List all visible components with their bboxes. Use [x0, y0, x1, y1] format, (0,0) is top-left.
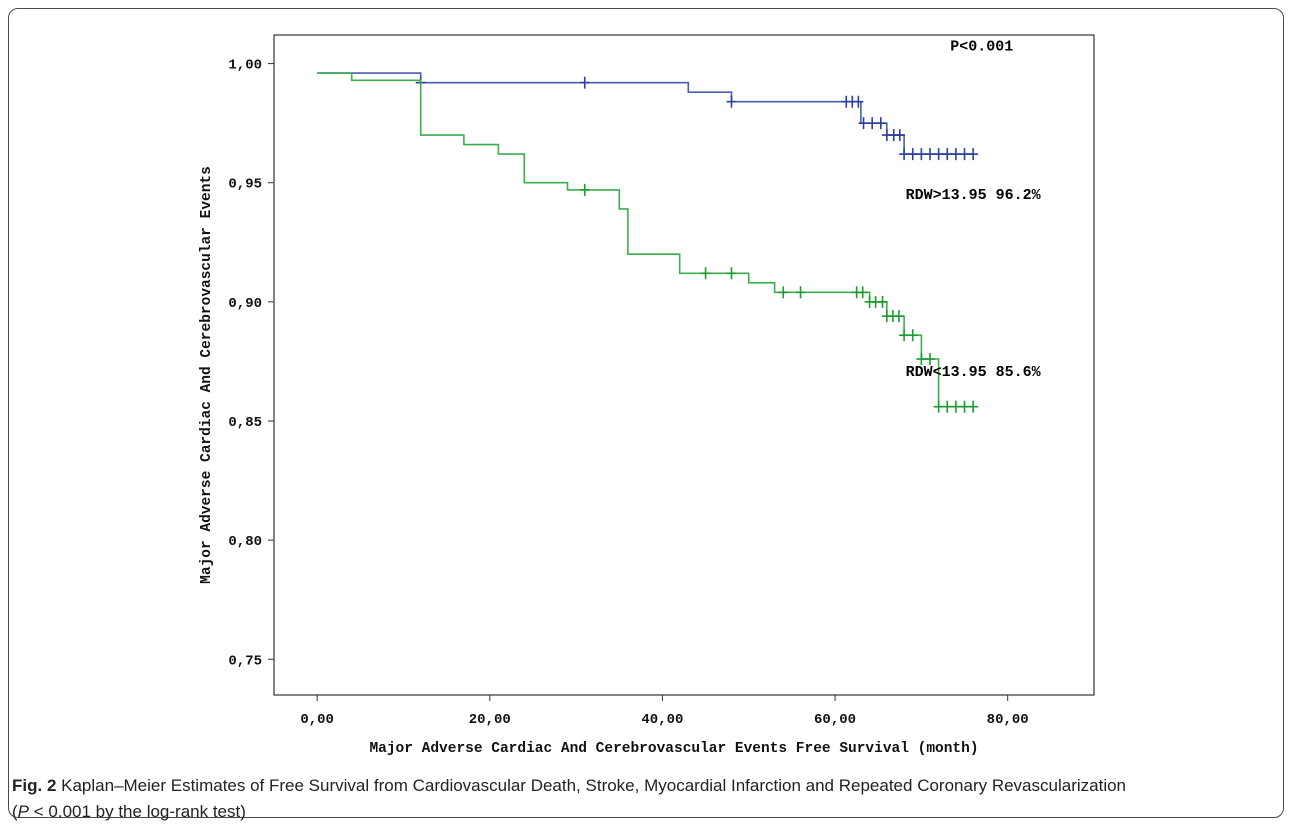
- chart-annotation-1: P<0.001: [950, 38, 1013, 55]
- y-tick-label: 0,90: [228, 296, 262, 312]
- figure-label: Fig. 2: [12, 776, 57, 795]
- caption-text: Kaplan–Meier Estimates of Free Survival …: [56, 776, 1127, 795]
- chart-annotation-3: RDW<13.95 85.6%: [906, 364, 1042, 381]
- kaplan-meier-chart: 0,00 20,00 40,00 60,00 80,00 1,00 0,95 0,90 0,85…: [199, 34, 1095, 757]
- figure-caption: Fig. 2 Kaplan–Meier Estimates of Free Su…: [12, 773, 1280, 825]
- y-tick-label: 1,00: [228, 58, 262, 74]
- caption-p-symbol: P: [17, 802, 30, 821]
- chart-annotation-2: RDW>13.95 96.2%: [906, 187, 1042, 204]
- x-tick-label: 0,00: [300, 712, 334, 728]
- x-tick-label: 80,00: [987, 712, 1029, 728]
- y-tick-label: 0,95: [228, 177, 262, 193]
- x-tick-label: 60,00: [814, 712, 856, 728]
- plot-area: [273, 34, 1095, 696]
- y-tick-label: 0,75: [228, 653, 262, 669]
- x-tick-label: 40,00: [641, 712, 683, 728]
- caption-line2-rest: < 0.001 by the log-rank test): [29, 802, 246, 821]
- x-axis-label: Major Adverse Cardiac And Cerebrovascula…: [369, 741, 978, 757]
- y-axis-label: Major Adverse Cardiac And Cerebrovascula…: [199, 166, 215, 584]
- y-tick-label: 0,85: [228, 415, 262, 431]
- caption-paren-open: (: [12, 802, 18, 821]
- km-curve-series-2: [317, 72, 974, 408]
- x-tick-label: 20,00: [469, 712, 511, 728]
- y-tick-label: 0,80: [228, 534, 262, 550]
